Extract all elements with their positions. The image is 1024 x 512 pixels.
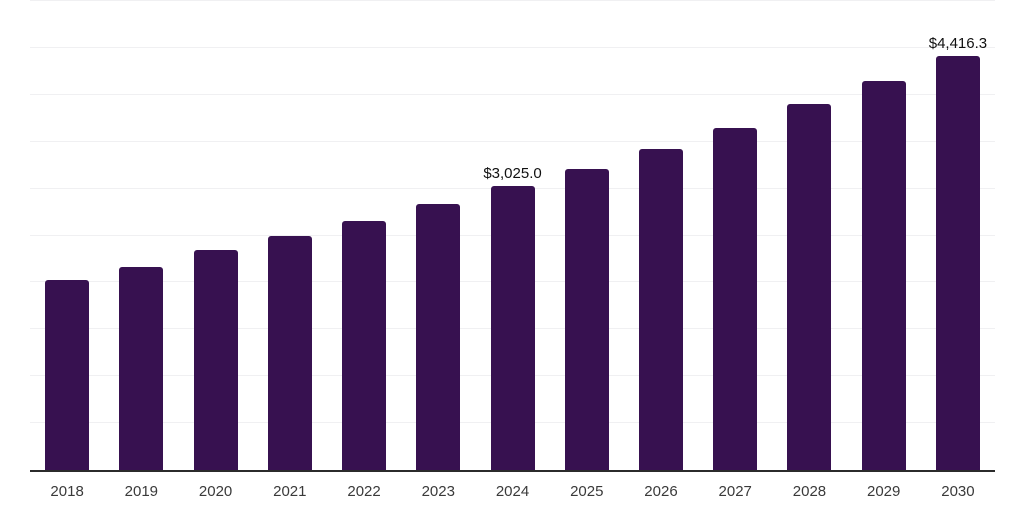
x-axis: 2018 2019 2020 2021 2022 2023 2024 2025 2026 2027…	[30, 484, 995, 499]
bar-slot-2023	[401, 1, 475, 470]
x-tick-label-2025: 2025	[570, 483, 604, 500]
x-tick-label-2019: 2019	[124, 483, 159, 500]
bar-2027[interactable]	[713, 128, 758, 470]
x-tick-label-2028: 2028	[792, 483, 827, 500]
bar-2029[interactable]	[861, 80, 906, 470]
bar-slot-2030: $4,416.3	[921, 1, 995, 470]
bar-2019[interactable]	[119, 267, 164, 470]
bar-slot-2021	[253, 1, 327, 470]
bar-value-label-2030: $4,416.3	[928, 34, 988, 52]
gridline	[30, 46, 995, 48]
bar-2023[interactable]	[416, 203, 461, 470]
x-tick-label-2020: 2020	[198, 483, 233, 500]
bar-2020[interactable]	[193, 249, 238, 470]
gridline	[30, 93, 995, 95]
gridline	[30, 0, 995, 1]
bar-slot-2019	[104, 1, 178, 470]
bar-2018[interactable]	[45, 280, 90, 470]
bar-2025[interactable]	[564, 168, 609, 470]
bar-2028[interactable]	[787, 104, 832, 470]
bar-value-label-2024: $3,025.0	[483, 165, 542, 183]
bar-slot-2025	[550, 1, 624, 470]
bar-2024[interactable]	[490, 186, 535, 470]
plot-area: $3,025.0 $4,416.3	[30, 0, 995, 472]
x-tick-label-2027: 2027	[718, 483, 752, 500]
bar-slot-2029	[847, 1, 921, 470]
x-tick-label-2021: 2021	[273, 483, 307, 500]
x-tick-label-2022: 2022	[347, 483, 381, 500]
bar-2030[interactable]	[935, 55, 980, 470]
bar-slot-2027	[698, 1, 772, 470]
x-tick-label-2023: 2023	[421, 483, 455, 500]
bar-slot-2018	[30, 1, 104, 470]
x-tick-label-2024: 2024	[495, 483, 530, 500]
bar-slot-2020	[178, 1, 252, 470]
x-tick-label-2018: 2018	[50, 483, 84, 500]
bar-2022[interactable]	[342, 220, 387, 470]
bar-slot-2028	[772, 1, 846, 470]
bar-slot-2022	[327, 1, 401, 470]
bar-slot-2026	[624, 1, 698, 470]
gridline	[30, 140, 995, 142]
bar-2026[interactable]	[638, 148, 683, 470]
bars-container: $3,025.0 $4,416.3	[30, 1, 995, 470]
x-tick-label-2030: 2030	[941, 483, 975, 500]
x-tick-label-2029: 2029	[867, 483, 901, 500]
bar-slot-2024: $3,025.0	[475, 1, 549, 470]
bar-2021[interactable]	[267, 235, 312, 470]
x-tick-label-2026: 2026	[644, 483, 678, 500]
